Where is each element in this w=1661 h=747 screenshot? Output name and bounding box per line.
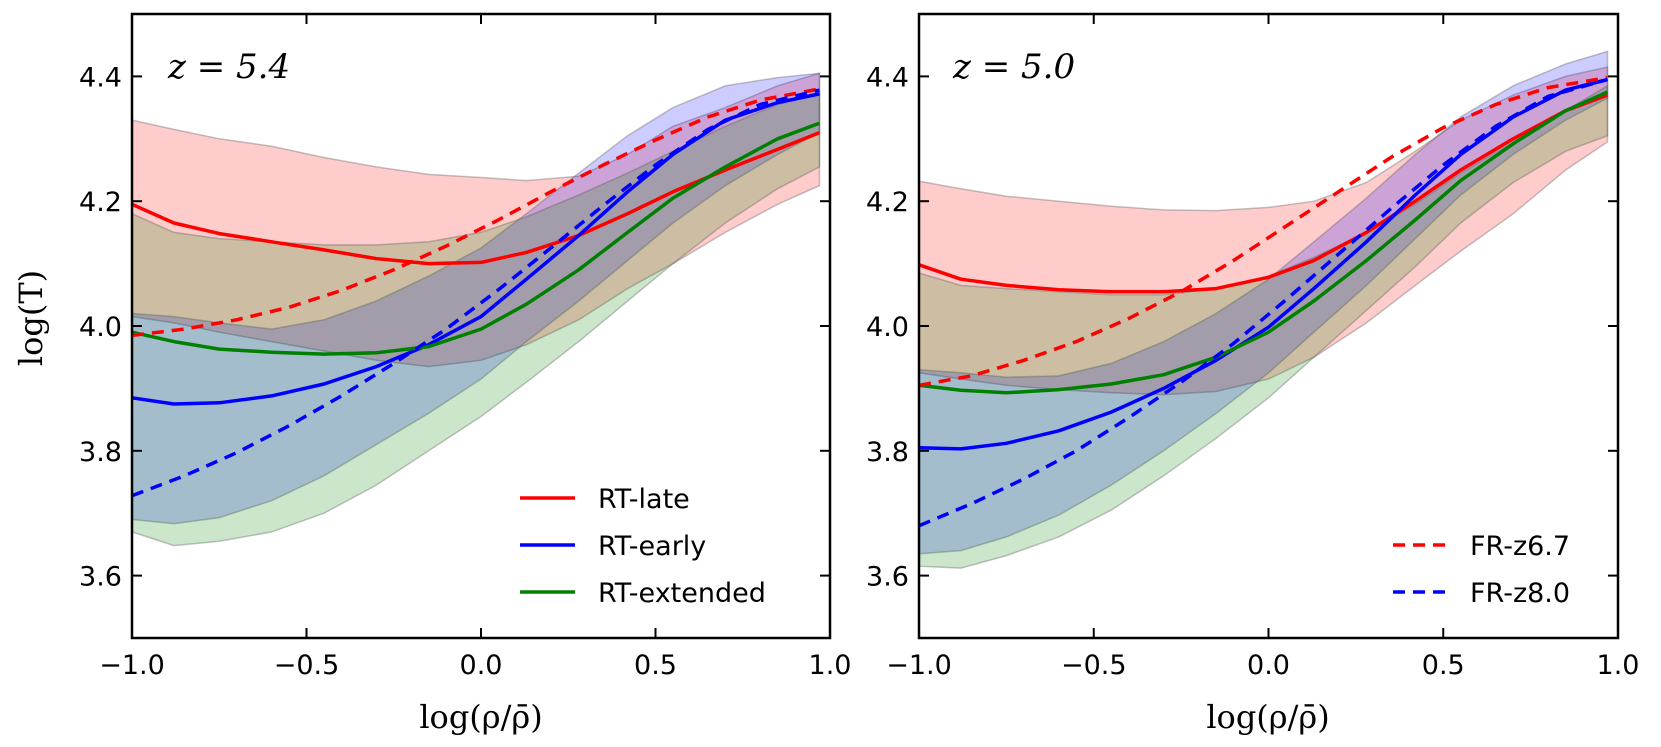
right-y-tick-label: 4.2 bbox=[866, 187, 909, 218]
left-line-fr-z8-0 bbox=[131, 88, 820, 498]
left-legend: RT-late RT-early RT-extended bbox=[520, 484, 766, 609]
right-y-tick-label: 4.4 bbox=[866, 62, 909, 93]
left-x-tick-label: 0.0 bbox=[460, 650, 503, 681]
right-x-tick-label: 1.0 bbox=[1597, 650, 1640, 681]
left-panel-lines bbox=[131, 87, 821, 498]
y-axis-label: log(T) bbox=[12, 270, 50, 366]
left-y-tick-label: 3.8 bbox=[79, 437, 122, 468]
right-legend: FR-z6.7 FR-z8.0 bbox=[1393, 531, 1570, 609]
left-y-tick-label: 4.0 bbox=[79, 312, 122, 343]
right-x-tick-label: −1.0 bbox=[886, 650, 952, 681]
left-x-tick-label: 1.0 bbox=[809, 650, 852, 681]
right-x-tick-label: 0.5 bbox=[1422, 650, 1465, 681]
right-panel: −1.0 −0.5 0.0 0.5 1.0 3.6 3.8 4.0 4.2 4.4 z = 5.0… bbox=[866, 12, 1639, 736]
right-line-fr-z8-0 bbox=[918, 77, 1608, 528]
right-panel-lines bbox=[918, 75, 1609, 528]
right-line-rt-extended bbox=[918, 90, 1609, 395]
left-panel-x-axis-label: log(ρ/ρ̄) bbox=[419, 698, 542, 736]
left-x-tick-label: −0.5 bbox=[274, 650, 340, 681]
left-panel-bands bbox=[131, 72, 821, 547]
left-panel-ticks: −1.0 −0.5 0.0 0.5 1.0 3.6 3.8 4.0 4.2 4.4 bbox=[79, 14, 851, 681]
right-panel-redshift-label: z = 5.0 bbox=[952, 47, 1075, 87]
right-x-tick-label: −0.5 bbox=[1061, 650, 1127, 681]
right-line-rt-late bbox=[918, 93, 1609, 294]
right-y-tick-label: 3.6 bbox=[866, 562, 909, 593]
right-panel-x-axis-label: log(ρ/ρ̄) bbox=[1206, 698, 1329, 736]
right-y-tick-label: 3.8 bbox=[866, 437, 909, 468]
right-panel-ticks: −1.0 −0.5 0.0 0.5 1.0 3.6 3.8 4.0 4.2 4.4 bbox=[866, 14, 1639, 681]
right-y-tick-label: 4.0 bbox=[866, 312, 909, 343]
right-x-tick-label: 0.0 bbox=[1247, 650, 1290, 681]
legend-label-rt-early: RT-early bbox=[598, 531, 706, 562]
right-line-rt-early bbox=[918, 77, 1608, 451]
left-x-tick-label: 0.5 bbox=[634, 650, 677, 681]
left-line-rt-extended bbox=[131, 121, 821, 356]
left-panel: −1.0 −0.5 0.0 0.5 1.0 3.6 3.8 4.0 4.2 4.4 z = 5.4… bbox=[79, 12, 851, 736]
left-y-tick-label: 4.4 bbox=[79, 62, 122, 93]
right-band-rt-extended bbox=[918, 84, 1609, 569]
left-panel-redshift-label: z = 5.4 bbox=[167, 47, 290, 87]
left-line-fr-z6-7 bbox=[131, 87, 820, 338]
legend-label-rt-late: RT-late bbox=[598, 484, 690, 515]
left-x-tick-label: −1.0 bbox=[99, 650, 165, 681]
legend-label-fr-z8-0: FR-z8.0 bbox=[1470, 578, 1570, 609]
left-band-rt-late bbox=[131, 72, 821, 368]
right-panel-bands bbox=[918, 50, 1609, 569]
left-y-tick-label: 3.6 bbox=[79, 562, 122, 593]
legend-label-fr-z6-7: FR-z6.7 bbox=[1470, 531, 1570, 562]
left-y-tick-label: 4.2 bbox=[79, 187, 122, 218]
right-band-rt-late bbox=[918, 66, 1609, 396]
legend-label-rt-extended: RT-extended bbox=[598, 578, 766, 609]
